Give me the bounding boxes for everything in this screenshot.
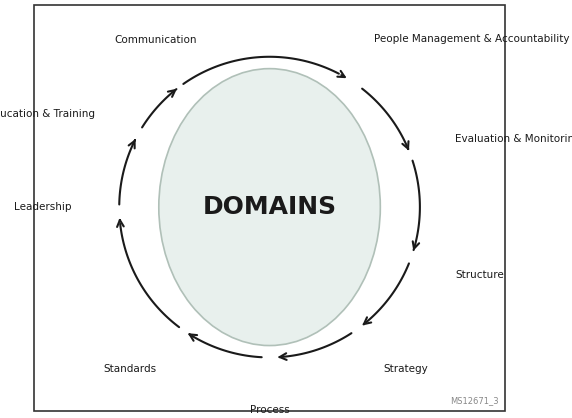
Text: Standards: Standards (103, 364, 156, 374)
Ellipse shape (159, 69, 380, 346)
Text: People Management & Accountability: People Management & Accountability (375, 34, 570, 44)
Text: Leadership: Leadership (14, 202, 72, 212)
Text: Process: Process (250, 405, 289, 415)
FancyBboxPatch shape (34, 5, 505, 411)
Text: DOMAINS: DOMAINS (202, 195, 337, 219)
Text: Strategy: Strategy (383, 364, 428, 374)
Text: Structure: Structure (455, 270, 504, 280)
Text: Communication: Communication (115, 35, 197, 45)
Text: MS12671_3: MS12671_3 (450, 396, 499, 405)
Text: Education & Training: Education & Training (0, 109, 95, 119)
Text: Evaluation & Monitoring: Evaluation & Monitoring (455, 135, 572, 145)
